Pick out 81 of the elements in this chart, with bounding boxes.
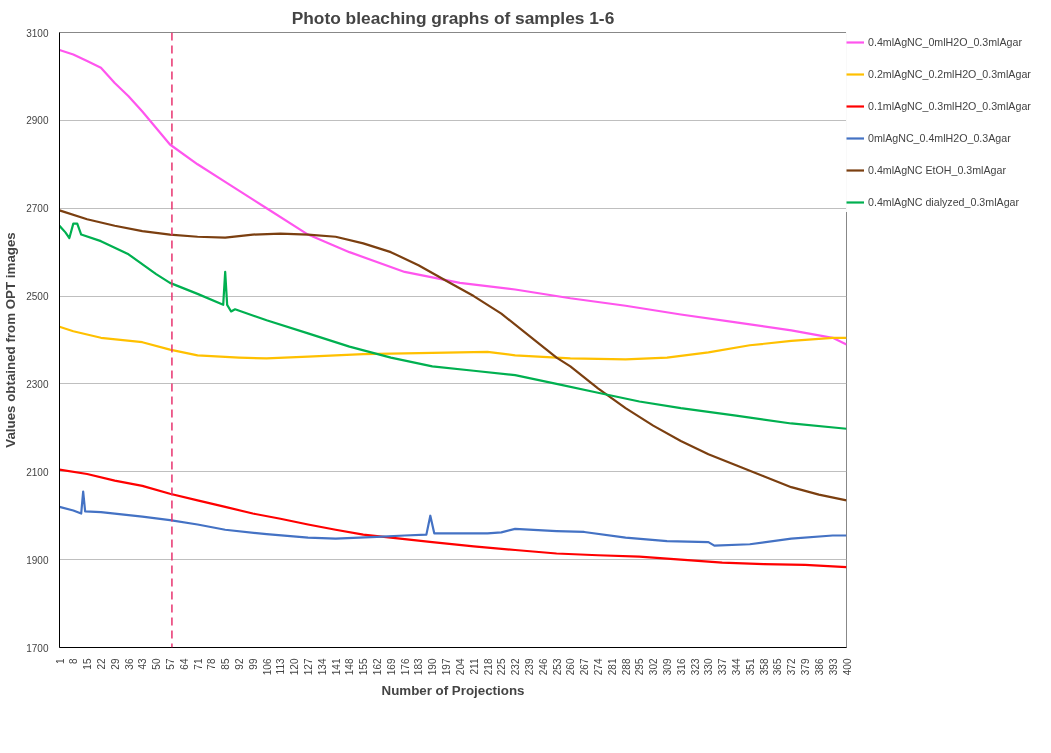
x-tick-label: 197 [441,658,453,676]
x-tick-label: 1 [54,658,66,665]
x-tick-label: 134 [316,658,328,676]
x-tick-label: 92 [233,658,245,670]
x-tick-label: 309 [662,658,674,676]
line-series [59,48,847,346]
x-tick-label: 379 [800,658,812,676]
line-series [59,490,847,547]
legend-label: 0.1mlAgNC_0.3mlH2O_0.3mlAgar [868,100,1031,112]
x-tick-label: 57 [164,658,176,670]
x-tick-label: 218 [482,658,494,676]
x-tick-label: 155 [358,658,370,676]
y-tick-label: 2900 [26,115,49,127]
x-tick-label: 372 [786,658,798,676]
x-tick-label: 190 [427,658,439,676]
x-tick-label: 22 [95,658,107,670]
x-tick-label: 239 [523,658,535,676]
legend-label: 0.2mlAgNC_0.2mlH2O_0.3mlAgar [868,68,1031,80]
x-tick-label: 253 [551,658,563,676]
x-tick-label: 204 [454,658,466,676]
x-tick-label: 176 [399,658,411,676]
x-tick-label: 260 [565,658,577,676]
x-tick-label: 400 [841,658,853,676]
x-tick-label: 365 [772,658,784,676]
x-tick-label: 281 [606,658,618,676]
x-tick-label: 106 [261,658,273,676]
x-tick-label: 358 [758,658,770,676]
x-tick-label: 295 [634,658,646,676]
legend-label: 0mlAgNC_0.4mlH2O_0.3Agar [868,132,1011,144]
x-tick-label: 29 [109,658,121,670]
y-tick-label: 2300 [26,378,49,390]
chart-title: Photo bleaching graphs of samples 1-6 [291,7,615,28]
x-tick-label: 393 [827,658,839,676]
x-tick-label: 323 [689,658,701,676]
x-tick-label: 288 [620,658,632,676]
legend-label: 0.4mlAgNC EtOH_0.3mlAgar [868,164,1006,176]
y-tick-label: 3100 [26,27,49,39]
line-series [59,325,847,361]
legend-label: 0.4mlAgNC_0mlH2O_0.3mlAgar [868,36,1022,48]
y-axis-title: Values obtained from OPT images [3,232,19,448]
line-series [59,468,847,569]
y-tick-label: 1700 [26,642,49,654]
line-series [59,209,847,502]
x-tick-label: 50 [151,658,163,670]
y-tick-label: 2700 [26,203,49,215]
x-tick-label: 8 [68,658,80,665]
x-tick-label: 36 [123,658,135,670]
x-tick-label: 78 [206,658,218,670]
x-tick-label: 337 [717,658,729,676]
x-tick-label: 71 [192,658,204,670]
x-tick-label: 351 [744,658,756,676]
x-tick-label: 162 [372,658,384,676]
x-tick-label: 211 [468,658,480,675]
x-axis-title: Number of Projections [381,683,525,699]
legend-label: 0.4mlAgNC dialyzed_0.3mlAgar [868,196,1020,208]
x-tick-label: 330 [703,658,715,676]
x-tick-label: 43 [137,658,149,670]
x-tick-label: 232 [510,658,522,676]
x-tick-label: 246 [537,658,549,676]
x-tick-label: 302 [648,658,660,676]
x-tick-label: 169 [385,658,397,676]
x-tick-label: 267 [579,658,591,676]
y-tick-label: 2100 [26,466,49,478]
y-tick-label: 1900 [26,554,49,566]
x-tick-label: 148 [344,658,356,676]
x-tick-label: 120 [289,658,301,676]
x-tick-label: 15 [82,658,94,670]
x-tick-label: 386 [813,658,825,676]
x-tick-label: 127 [303,658,315,676]
x-tick-label: 141 [330,658,342,676]
x-tick-label: 344 [731,658,743,676]
x-tick-label: 85 [220,658,232,670]
x-tick-label: 99 [247,658,259,670]
x-tick-label: 183 [413,658,425,676]
y-tick-label: 2500 [26,291,49,303]
x-tick-label: 113 [275,658,287,675]
x-tick-label: 274 [592,658,604,676]
x-tick-label: 316 [675,658,687,676]
line-series [59,222,847,430]
x-tick-label: 64 [178,658,190,670]
x-tick-label: 225 [496,658,508,676]
